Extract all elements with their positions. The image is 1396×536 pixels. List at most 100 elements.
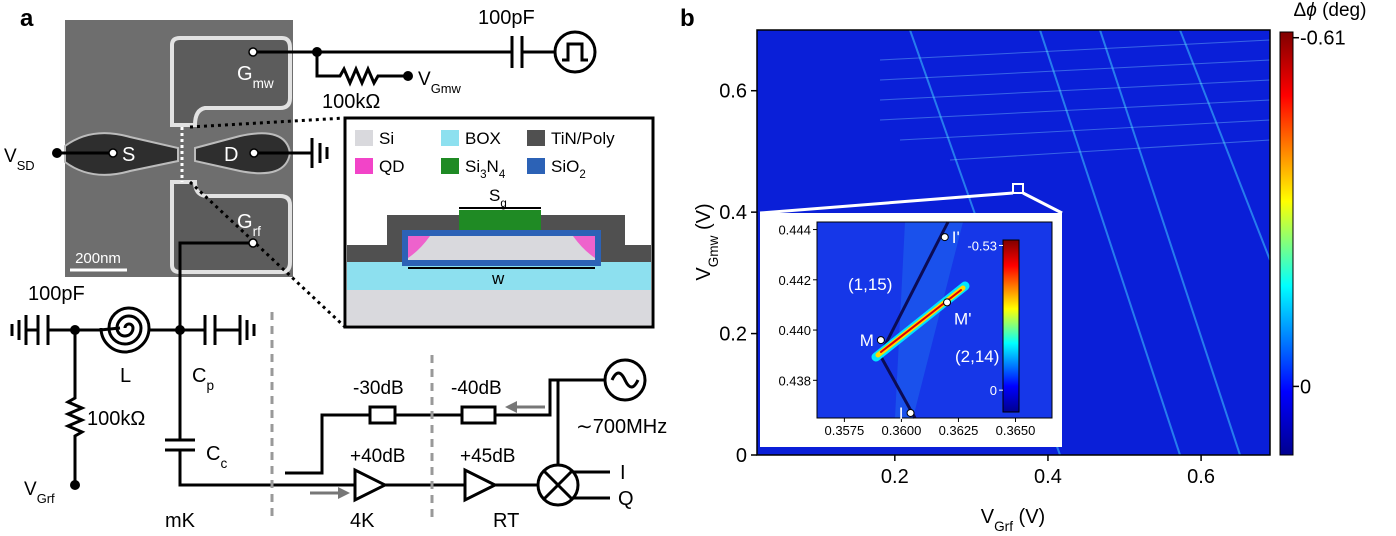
inset-point: [944, 299, 951, 306]
label-part: V: [4, 146, 17, 167]
label-part: Gmw: [706, 235, 721, 267]
legend-label: Si: [379, 129, 394, 148]
label-part: (deg): [1317, 0, 1367, 21]
legend-label: BOX: [465, 129, 501, 148]
legend-swatch: [527, 130, 545, 146]
stage-label: 4K: [350, 510, 375, 532]
label-part: Grf: [37, 491, 55, 506]
heatmap: [757, 30, 1293, 455]
amplifier-label: +45dB: [460, 446, 515, 467]
label-part: Si: [465, 157, 480, 176]
label-part: p: [206, 378, 214, 393]
label-part: SD: [17, 158, 35, 173]
label-part: V: [24, 479, 37, 500]
label-part: SiO: [551, 157, 579, 176]
inset-point: [907, 409, 914, 416]
label-part: ϕ: [1306, 0, 1317, 21]
point-label: M': [954, 309, 971, 328]
label-part: C: [192, 365, 206, 387]
terminal: [249, 239, 257, 247]
x-tick-label: 0.4: [1034, 466, 1062, 488]
figure: ab200nmGmwSDGrfSiBOXTiN/PolyQDSi3N4SiO2S…: [0, 0, 1396, 536]
component-label: 100kΩ: [87, 408, 145, 430]
component-label: 100pF: [478, 7, 535, 29]
y-tick-label: 0: [736, 445, 747, 467]
output-label: I: [620, 462, 626, 484]
y-tick-label: 0.2: [719, 324, 747, 346]
point-label: I: [899, 404, 904, 423]
label-part: S: [489, 186, 500, 205]
inset-colorbar-tick-label: -0.53: [967, 238, 997, 253]
legend-swatch: [355, 130, 373, 146]
panel-label: b: [680, 5, 695, 32]
legend-label: TiN/Poly: [551, 129, 615, 148]
inset-y-tick-label: 0.438: [778, 373, 811, 388]
y-tick-label: 0.4: [719, 202, 747, 224]
component-label: Cp: [192, 365, 214, 393]
label-part: C: [206, 443, 220, 465]
label-part: Δ: [1294, 0, 1307, 21]
label-part: N: [487, 157, 499, 176]
inset-x-tick-label: 0.3625: [939, 423, 979, 438]
legend-label: QD: [379, 157, 405, 176]
legend-swatch: [441, 158, 459, 174]
attenuator-label: -30dB: [353, 378, 404, 399]
node-label: VGrf: [24, 479, 55, 506]
inset-y-tick-label: 0.440: [778, 323, 811, 338]
label-part: mw: [253, 76, 274, 91]
component-label: Cc: [206, 443, 227, 471]
label-part: QD: [379, 157, 405, 176]
label-part: 2: [579, 169, 585, 181]
amplifier-label: +40dB: [350, 446, 405, 467]
inset-x-tick-label: 0.3650: [996, 423, 1036, 438]
label-part: BOX: [465, 129, 501, 148]
stage-label: RT: [493, 510, 519, 532]
terminal-label: D: [224, 144, 238, 166]
x-axis-label: VGrf (V): [981, 506, 1045, 534]
label-part: V: [418, 69, 431, 90]
source-label: ∼700MHz: [576, 416, 667, 438]
label-part: Gmw: [431, 81, 462, 96]
label-part: (V): [693, 203, 715, 235]
label-part: rf: [253, 224, 262, 239]
component-label: 100pF: [28, 283, 85, 305]
colorbar-tick-label: -0.61: [1300, 28, 1346, 50]
legend-swatch: [355, 158, 373, 174]
stage-label: mK: [165, 510, 196, 532]
component-label: L: [120, 365, 131, 387]
attenuator-label: -40dB: [451, 378, 502, 399]
terminal: [249, 48, 257, 56]
region-label: (1,15): [848, 275, 892, 294]
region-label: (2,14): [955, 347, 999, 366]
dimension-label: w: [491, 269, 505, 288]
inset-colorbar-tick-label: 0: [990, 383, 997, 398]
inset-x-tick-label: 0.3600: [882, 423, 922, 438]
output-label: Q: [618, 488, 634, 510]
node-label: VGmw: [418, 69, 461, 96]
label-part: G: [237, 63, 253, 85]
y-tick-label: 0.6: [719, 81, 747, 103]
colorbar-tick-label: 0: [1300, 376, 1311, 398]
component-label: 100kΩ: [322, 91, 380, 113]
point-label: M: [860, 331, 874, 350]
terminal: [250, 149, 258, 157]
label-part: 4: [499, 169, 506, 181]
label-part: Grf: [994, 519, 1013, 534]
cross-section: [345, 118, 653, 327]
label-part: Si: [379, 129, 394, 148]
point-label: I': [952, 228, 960, 247]
colorbar-label: Δϕ (deg): [1294, 0, 1367, 21]
label-part: g: [500, 198, 506, 210]
terminal: [109, 149, 117, 157]
label-part: (V): [1013, 506, 1045, 528]
inset-y-tick-label: 0.444: [778, 223, 811, 238]
legend-swatch: [527, 158, 545, 174]
label-part: G: [237, 211, 253, 233]
x-tick-label: 0.6: [1187, 466, 1215, 488]
node-label: VSD: [4, 146, 35, 173]
inset-point: [941, 234, 948, 241]
inset-y-tick-label: 0.442: [778, 273, 811, 288]
label-part: c: [220, 456, 227, 471]
label-part: V: [693, 267, 715, 281]
inset-point: [877, 337, 884, 344]
